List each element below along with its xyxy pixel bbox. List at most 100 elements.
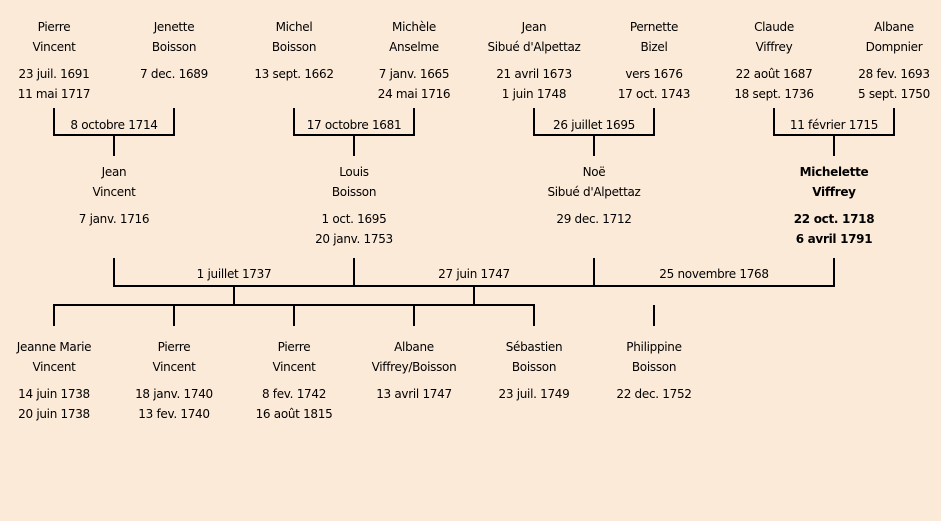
person-last-name: Boisson xyxy=(151,40,197,54)
person-card[interactable]: Sébastien Boisson 23 juil. 1749 xyxy=(475,337,593,404)
person-last-name: Viffrey/Boisson xyxy=(371,360,457,374)
person-card[interactable]: Jeanne Marie Vincent 14 juin 1738 20 juin 1… xyxy=(0,337,113,424)
person-card[interactable]: Philippine Boisson 22 dec. 1752 xyxy=(595,337,713,404)
connector-line xyxy=(413,305,415,326)
person-first-name: Pierre xyxy=(157,340,191,354)
connector-line xyxy=(893,108,895,136)
death-date: 11 mai 1717 xyxy=(17,87,91,101)
person-first-name: Pernette xyxy=(629,20,679,34)
death-date: 5 sept. 1750 xyxy=(858,87,930,101)
connector-line xyxy=(293,305,295,326)
marriage-date: 27 juin 1747 xyxy=(438,267,510,281)
connector-line xyxy=(113,258,115,286)
person-last-name: Vincent xyxy=(92,185,136,199)
birth-date: 22 août 1687 xyxy=(735,67,813,81)
person-card[interactable]: Noë Sibué d'Alpettaz 29 dec. 1712 xyxy=(535,162,653,229)
person-last-name: Sibué d'Alpettaz xyxy=(547,185,641,199)
person-last-name: Viffrey xyxy=(755,40,793,54)
person-first-name: Jean xyxy=(521,20,547,34)
death-date: 13 fev. 1740 xyxy=(138,407,210,421)
marriage-date: 11 février 1715 xyxy=(789,118,879,132)
marriage-date: 26 juillet 1695 xyxy=(553,118,635,132)
connector-line xyxy=(473,286,475,305)
connector-line xyxy=(593,258,595,286)
person-card[interactable]: Pierre Vincent 8 fev. 1742 16 août 1815 xyxy=(235,337,353,424)
birth-date: 22 oct. 1718 xyxy=(793,212,875,226)
connector-line xyxy=(113,135,115,156)
person-card[interactable]: Jean Vincent 7 janv. 1716 xyxy=(55,162,173,229)
person-first-name: Noë xyxy=(582,165,606,179)
person-card[interactable]: Albane Viffrey/Boisson 13 avril 1747 xyxy=(355,337,473,404)
birth-date: 21 avril 1673 xyxy=(496,67,572,81)
person-last-name: Vincent xyxy=(152,360,196,374)
birth-date: 7 janv. 1716 xyxy=(78,212,150,226)
person-first-name: Jenette xyxy=(153,20,195,34)
person-card[interactable]: Michelette Viffrey 22 oct. 1718 6 avril 179… xyxy=(775,162,893,249)
death-date: 6 avril 1791 xyxy=(795,232,873,246)
person-last-name: Vincent xyxy=(32,40,76,54)
person-last-name: Bizel xyxy=(640,40,668,54)
death-date: 1 juin 1748 xyxy=(501,87,567,101)
person-last-name: Viffrey xyxy=(812,185,856,199)
person-first-name: Jean xyxy=(101,165,127,179)
connector-line xyxy=(773,108,775,136)
person-card[interactable]: Pierre Vincent 23 juil. 1691 11 mai 1717 xyxy=(0,17,113,104)
connector-line xyxy=(353,135,355,156)
death-date: 17 oct. 1743 xyxy=(617,87,691,101)
person-first-name: Jeanne Marie xyxy=(16,340,92,354)
person-last-name: Boisson xyxy=(271,40,317,54)
person-card[interactable]: Louis Boisson 1 oct. 1695 20 janv. 1753 xyxy=(295,162,413,249)
connector-line xyxy=(533,305,535,326)
birth-date: 28 fev. 1693 xyxy=(858,67,930,81)
person-last-name: Anselme xyxy=(389,40,439,54)
person-first-name: Michelette xyxy=(799,165,869,179)
person-first-name: Albane xyxy=(874,20,914,34)
birth-date: 29 dec. 1712 xyxy=(556,212,632,226)
death-date: 16 août 1815 xyxy=(255,407,333,421)
death-date: 20 juin 1738 xyxy=(18,407,90,421)
connector-line xyxy=(593,135,595,156)
connector-line xyxy=(653,305,655,326)
person-first-name: Albane xyxy=(394,340,434,354)
person-first-name: Pierre xyxy=(277,340,311,354)
birth-date: 8 fev. 1742 xyxy=(261,387,327,401)
marriage-date: 25 novembre 1768 xyxy=(659,267,769,281)
person-first-name: Louis xyxy=(339,165,369,179)
connector-line xyxy=(533,108,535,136)
birth-date: 1 oct. 1695 xyxy=(321,212,387,226)
connector-line xyxy=(173,305,175,326)
person-last-name: Vincent xyxy=(32,360,76,374)
person-last-name: Vincent xyxy=(272,360,316,374)
connector-line xyxy=(293,108,295,136)
person-last-name: Sibué d'Alpettaz xyxy=(487,40,581,54)
person-last-name: Dompnier xyxy=(865,40,923,54)
death-date: 24 mai 1716 xyxy=(377,87,451,101)
birth-date: 7 dec. 1689 xyxy=(140,67,208,81)
connector-line xyxy=(173,108,175,136)
person-first-name: Claude xyxy=(754,20,794,34)
person-card[interactable]: Jean Sibué d'Alpettaz 21 avril 1673 1 juin … xyxy=(475,17,593,104)
connector-line xyxy=(833,135,835,156)
person-card[interactable]: Claude Viffrey 22 août 1687 18 sept. 1736 xyxy=(715,17,833,104)
birth-date: 13 avril 1747 xyxy=(376,387,452,401)
person-card[interactable]: Jenette Boisson 7 dec. 1689 xyxy=(115,17,233,84)
person-card[interactable]: Pierre Vincent 18 janv. 1740 13 fev. 1740 xyxy=(115,337,233,424)
person-card[interactable]: Michèle Anselme 7 janv. 1665 24 mai 1716 xyxy=(355,17,473,104)
marriage-date: 1 juillet 1737 xyxy=(196,267,272,281)
birth-date: 23 juil. 1749 xyxy=(498,387,570,401)
marriage-date: 17 octobre 1681 xyxy=(306,118,402,132)
person-card[interactable]: Pernette Bizel vers 1676 17 oct. 1743 xyxy=(595,17,713,104)
birth-date: 18 janv. 1740 xyxy=(135,387,213,401)
connector-line xyxy=(413,108,415,136)
person-last-name: Boisson xyxy=(511,360,557,374)
connector-line xyxy=(833,258,835,286)
death-date: 20 janv. 1753 xyxy=(315,232,393,246)
birth-date: 7 janv. 1665 xyxy=(378,67,450,81)
connector-line xyxy=(353,258,355,286)
person-first-name: Philippine xyxy=(626,340,682,354)
person-card[interactable]: Albane Dompnier 28 fev. 1693 5 sept. 1750 xyxy=(835,17,941,104)
person-first-name: Pierre xyxy=(37,20,71,34)
person-first-name: Sébastien xyxy=(505,340,563,354)
birth-date: 23 juil. 1691 xyxy=(18,67,90,81)
person-card[interactable]: Michel Boisson 13 sept. 1662 xyxy=(235,17,353,84)
